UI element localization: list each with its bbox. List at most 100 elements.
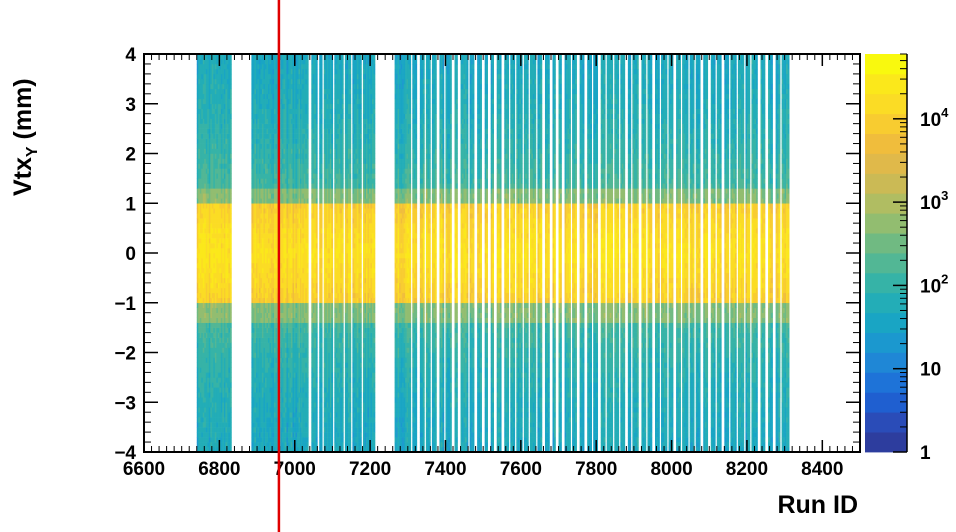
heatmap-cell xyxy=(307,79,309,84)
heatmap-cell xyxy=(307,168,309,173)
heatmap-cell xyxy=(230,163,232,168)
heatmap-cell xyxy=(230,139,232,144)
heatmap-cell xyxy=(307,223,309,228)
heatmap-cell xyxy=(230,417,232,422)
heatmap-cell xyxy=(307,59,309,64)
heatmap-cell xyxy=(230,412,232,417)
heatmap-cell xyxy=(230,323,232,328)
heatmap-cell xyxy=(230,203,232,208)
heatmap-cell xyxy=(230,233,232,238)
heatmap-cell xyxy=(307,188,309,193)
heatmap-cell xyxy=(230,263,232,268)
heatmap-cell xyxy=(307,144,309,149)
heatmap-cell xyxy=(307,387,309,392)
heatmap-cell xyxy=(230,387,232,392)
heatmap-cell xyxy=(307,313,309,318)
heatmap-cell xyxy=(307,377,309,382)
heatmap-cell xyxy=(307,119,309,124)
heatmap-cell xyxy=(307,303,309,308)
heatmap-cell xyxy=(230,318,232,323)
heatmap-cell xyxy=(230,193,232,198)
heatmap-cell xyxy=(307,253,309,258)
heatmap-cell xyxy=(307,203,309,208)
heatmap-cell xyxy=(230,109,232,114)
heatmap-cell xyxy=(307,318,309,323)
heatmap-cell xyxy=(230,293,232,298)
heatmap-cell xyxy=(307,442,309,447)
heatmap-cell xyxy=(230,208,232,213)
heatmap-cell xyxy=(307,173,309,178)
heatmap-cell xyxy=(307,273,309,278)
heatmap-cell xyxy=(230,183,232,188)
heatmap-cell xyxy=(307,323,309,328)
heatmap-cell xyxy=(230,99,232,104)
heatmap-cell xyxy=(307,99,309,104)
heatmap-cell xyxy=(307,328,309,333)
heatmap-cell xyxy=(230,114,232,119)
heatmap-cell xyxy=(307,417,309,422)
heatmap-cell xyxy=(307,427,309,432)
heatmap-cell xyxy=(230,248,232,253)
heatmap-cell xyxy=(230,273,232,278)
heatmap-cell xyxy=(307,94,309,99)
heatmap-cell xyxy=(307,263,309,268)
heatmap-cell xyxy=(307,124,309,129)
heatmap-cell xyxy=(230,437,232,442)
heatmap-cell xyxy=(307,343,309,348)
heatmap-cell xyxy=(230,268,232,273)
heatmap-cell xyxy=(230,313,232,318)
heatmap-cell xyxy=(230,377,232,382)
heatmap-cell xyxy=(230,357,232,362)
heatmap-cell xyxy=(230,188,232,193)
heatmap-cell xyxy=(230,427,232,432)
heatmap-cell xyxy=(230,238,232,243)
heatmap-cell xyxy=(307,283,309,288)
heatmap-cell xyxy=(307,74,309,79)
heatmap-cell xyxy=(307,407,309,412)
heatmap-cell xyxy=(307,288,309,293)
heatmap-cell xyxy=(307,362,309,367)
heatmap-cell xyxy=(230,432,232,437)
heatmap-cell xyxy=(307,422,309,427)
heatmap-cell xyxy=(307,129,309,134)
heatmap-cell xyxy=(230,213,232,218)
heatmap-cell xyxy=(307,338,309,343)
heatmap-cell xyxy=(307,367,309,372)
heatmap-cell xyxy=(307,114,309,119)
heatmap-cell xyxy=(230,338,232,343)
heatmap-cell xyxy=(230,228,232,233)
heatmap-cell xyxy=(230,243,232,248)
heatmap-cell xyxy=(230,343,232,348)
heatmap-cell xyxy=(307,139,309,144)
heatmap-cell xyxy=(230,348,232,353)
heatmap-cell xyxy=(307,158,309,163)
heatmap-cell xyxy=(307,412,309,417)
heatmap-cell xyxy=(230,84,232,89)
heatmap-cell xyxy=(307,432,309,437)
heatmap-cell xyxy=(307,104,309,109)
heatmap-cell xyxy=(307,69,309,74)
heatmap-cell xyxy=(307,308,309,313)
heatmap-cell xyxy=(230,124,232,129)
heatmap-cell xyxy=(307,392,309,397)
heatmap-cell xyxy=(230,178,232,183)
heatmap-cell xyxy=(230,144,232,149)
heatmap-cell xyxy=(307,183,309,188)
heatmap-cell xyxy=(230,154,232,159)
heatmap-cell xyxy=(230,79,232,84)
heatmap-cell xyxy=(307,64,309,69)
heatmap-cell xyxy=(307,178,309,183)
heatmap-cell xyxy=(230,223,232,228)
heatmap-cell xyxy=(307,163,309,168)
heatmap-cell xyxy=(230,422,232,427)
heatmap-cell xyxy=(230,278,232,283)
heatmap-cell xyxy=(307,353,309,358)
heatmap-cell xyxy=(230,253,232,258)
heatmap-cell xyxy=(230,258,232,263)
heatmap-cell xyxy=(230,168,232,173)
heatmap-cell xyxy=(307,149,309,154)
heatmap-cell xyxy=(307,154,309,159)
heatmap-cell xyxy=(230,104,232,109)
heatmap-cell xyxy=(307,293,309,298)
